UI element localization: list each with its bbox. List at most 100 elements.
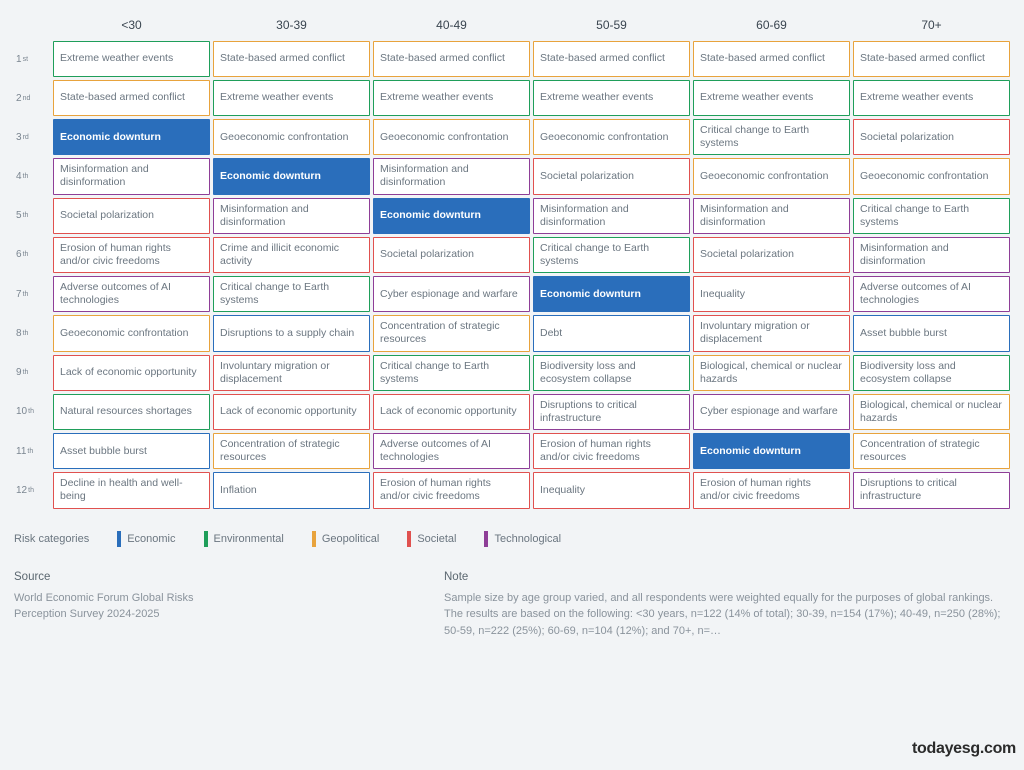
risk-cell: Concentration of strategic resources xyxy=(213,433,370,469)
column-header: 40-49 xyxy=(373,14,530,38)
risk-cell: State-based armed conflict xyxy=(373,41,530,77)
risk-cell: Decline in health and well-being xyxy=(53,472,210,508)
risk-cell: Critical change to Earth systems xyxy=(853,198,1010,234)
risk-cell: Misinformation and disinformation xyxy=(533,198,690,234)
risk-cell: State-based armed conflict xyxy=(693,41,850,77)
risk-cell: Economic downturn xyxy=(53,119,210,155)
risk-cell: Asset bubble burst xyxy=(853,315,1010,351)
risk-cell: Erosion of human rights and/or civic fre… xyxy=(53,237,210,273)
risk-cell: Disruptions to a supply chain xyxy=(213,315,370,351)
risk-cell: Biodiversity loss and ecosystem collapse xyxy=(533,355,690,391)
legend-label: Technological xyxy=(494,533,561,545)
legend-item-geopolitical: Geopolitical xyxy=(312,531,379,547)
risk-cell: Crime and illicit economic activity xyxy=(213,237,370,273)
legend-item-environmental: Environmental xyxy=(204,531,284,547)
risk-cell: Extreme weather events xyxy=(53,41,210,77)
risk-cell: Societal polarization xyxy=(533,158,690,194)
risk-cell: Societal polarization xyxy=(373,237,530,273)
legend: Risk categories Economic Environmental Geo… xyxy=(14,531,1010,547)
risk-cell: Geoeconomic confrontation xyxy=(853,158,1010,194)
risk-cell: Natural resources shortages xyxy=(53,394,210,430)
legend-swatch xyxy=(312,531,316,547)
risk-cell: Misinformation and disinformation xyxy=(693,198,850,234)
legend-swatch xyxy=(407,531,411,547)
note-text: Sample size by age group varied, and all… xyxy=(444,590,1010,640)
rank-label: 7th xyxy=(14,276,50,312)
risk-cell: Extreme weather events xyxy=(373,80,530,116)
note-block: Note Sample size by age group varied, an… xyxy=(444,569,1010,640)
legend-swatch xyxy=(484,531,488,547)
rank-label: 2nd xyxy=(14,80,50,116)
risk-cell: Adverse outcomes of AI technologies xyxy=(53,276,210,312)
legend-label: Geopolitical xyxy=(322,533,379,545)
legend-swatch xyxy=(117,531,121,547)
rank-label: 4th xyxy=(14,158,50,194)
source-line: Perception Survey 2024-2025 xyxy=(14,606,354,623)
risk-cell: Misinformation and disinformation xyxy=(53,158,210,194)
risk-matrix-grid: <3030-3940-4950-5960-6970+1stExtreme wea… xyxy=(14,14,1010,509)
risk-cell: Critical change to Earth systems xyxy=(533,237,690,273)
risk-cell: Extreme weather events xyxy=(853,80,1010,116)
risk-cell: Geoeconomic confrontation xyxy=(533,119,690,155)
risk-cell: Critical change to Earth systems xyxy=(373,355,530,391)
legend-item-technological: Technological xyxy=(484,531,561,547)
risk-cell: Inequality xyxy=(533,472,690,508)
risk-cell: Inequality xyxy=(693,276,850,312)
legend-label: Economic xyxy=(127,533,175,545)
risk-cell: State-based armed conflict xyxy=(213,41,370,77)
rank-label: 12th xyxy=(14,472,50,508)
risk-cell: Cyber espionage and warfare xyxy=(373,276,530,312)
risk-cell: Cyber espionage and warfare xyxy=(693,394,850,430)
rank-label: 6th xyxy=(14,237,50,273)
legend-title: Risk categories xyxy=(14,533,89,545)
risk-cell: State-based armed conflict xyxy=(53,80,210,116)
risk-cell: Geoeconomic confrontation xyxy=(213,119,370,155)
legend-label: Environmental xyxy=(214,533,284,545)
risk-cell: Misinformation and disinformation xyxy=(373,158,530,194)
risk-cell: Misinformation and disinformation xyxy=(213,198,370,234)
risk-cell: Lack of economic opportunity xyxy=(53,355,210,391)
column-header: 70+ xyxy=(853,14,1010,38)
risk-cell: Lack of economic opportunity xyxy=(373,394,530,430)
risk-cell: Extreme weather events xyxy=(693,80,850,116)
rank-label: 9th xyxy=(14,355,50,391)
risk-cell: Concentration of strategic resources xyxy=(373,315,530,351)
risk-cell: Economic downturn xyxy=(373,198,530,234)
legend-item-societal: Societal xyxy=(407,531,456,547)
legend-label: Societal xyxy=(417,533,456,545)
risk-cell: Adverse outcomes of AI technologies xyxy=(373,433,530,469)
risk-cell: Extreme weather events xyxy=(213,80,370,116)
legend-swatch xyxy=(204,531,208,547)
rank-label: 1st xyxy=(14,41,50,77)
source-line: World Economic Forum Global Risks xyxy=(14,590,354,607)
risk-cell: Societal polarization xyxy=(693,237,850,273)
risk-cell: Geoeconomic confrontation xyxy=(53,315,210,351)
risk-cell: Erosion of human rights and/or civic fre… xyxy=(533,433,690,469)
rank-label: 11th xyxy=(14,433,50,469)
risk-cell: Critical change to Earth systems xyxy=(693,119,850,155)
column-header: 50-59 xyxy=(533,14,690,38)
footer: Source World Economic Forum Global Risks… xyxy=(14,569,1010,640)
watermark: todayesg.com xyxy=(912,740,1016,758)
risk-cell: Biological, chemical or nuclear hazards xyxy=(853,394,1010,430)
risk-cell: State-based armed conflict xyxy=(533,41,690,77)
risk-cell: Economic downturn xyxy=(213,158,370,194)
risk-cell: Geoeconomic confrontation xyxy=(373,119,530,155)
risk-cell: Biological, chemical or nuclear hazards xyxy=(693,355,850,391)
risk-cell: Involuntary migration or displacement xyxy=(213,355,370,391)
risk-cell: Misinformation and disinformation xyxy=(853,237,1010,273)
note-title: Note xyxy=(444,569,1010,586)
risk-cell: State-based armed conflict xyxy=(853,41,1010,77)
risk-cell: Economic downturn xyxy=(533,276,690,312)
risk-cell: Asset bubble burst xyxy=(53,433,210,469)
risk-cell: Disruptions to critical infrastructure xyxy=(533,394,690,430)
risk-cell: Erosion of human rights and/or civic fre… xyxy=(693,472,850,508)
rank-label: 5th xyxy=(14,198,50,234)
column-header: 30-39 xyxy=(213,14,370,38)
column-header: 60-69 xyxy=(693,14,850,38)
risk-cell: Disruptions to critical infrastructure xyxy=(853,472,1010,508)
risk-cell: Erosion of human rights and/or civic fre… xyxy=(373,472,530,508)
source-title: Source xyxy=(14,569,354,586)
rank-label: 3rd xyxy=(14,119,50,155)
risk-cell: Extreme weather events xyxy=(533,80,690,116)
